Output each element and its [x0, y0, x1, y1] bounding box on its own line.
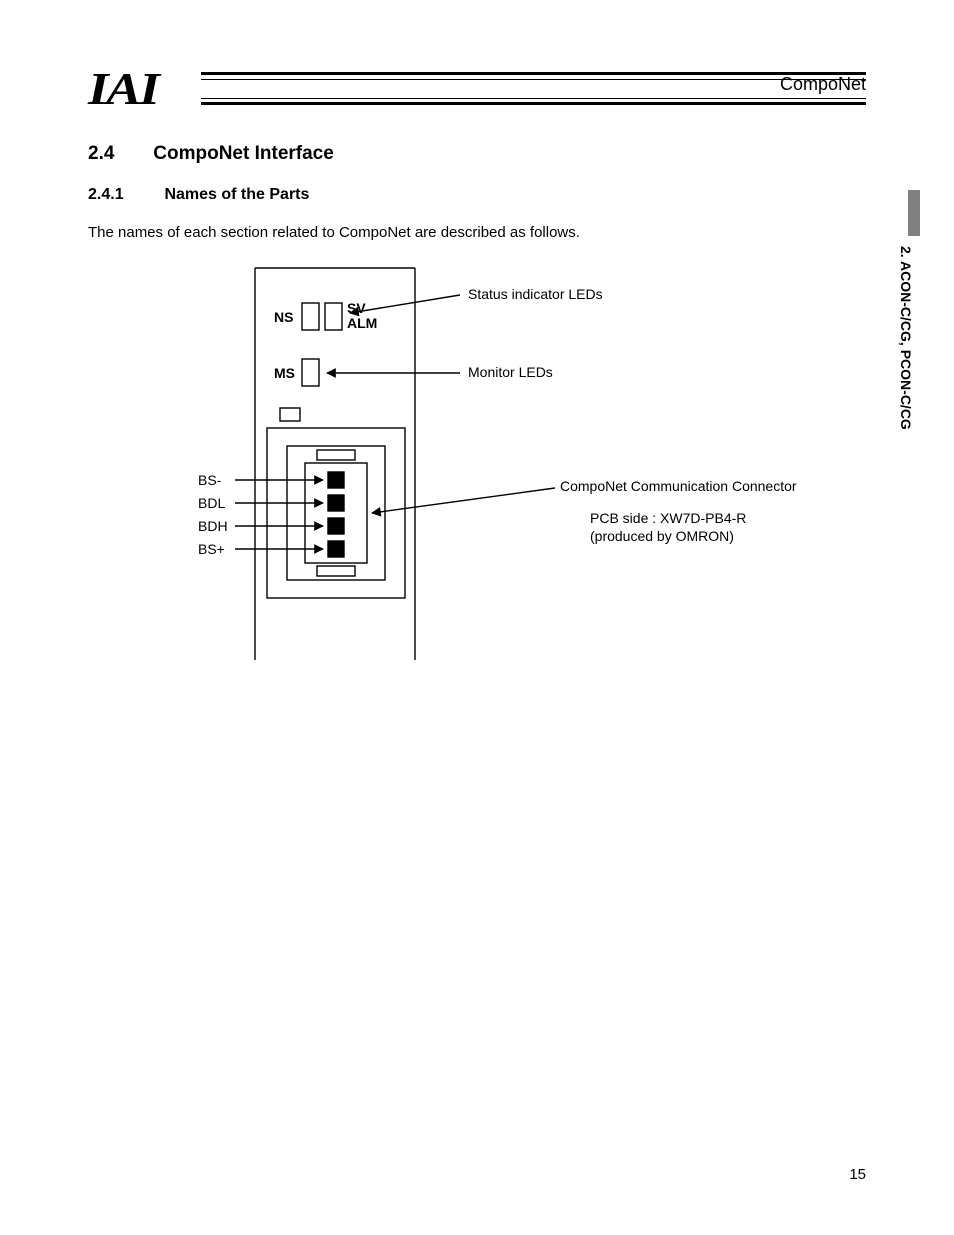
- label-bdh: BDH: [198, 518, 228, 534]
- label-ms: MS: [274, 365, 295, 381]
- parts-diagram: NS SV ALM MS BS- BDL BDH BS+ Status indi…: [180, 260, 810, 680]
- chapter-side-label: 2. ACON-C/CG, PCON-C/CG: [898, 246, 914, 430]
- subsection-heading: 2.4.1 Names of the Parts: [88, 186, 309, 204]
- section-number: 2.4: [88, 143, 148, 165]
- chapter-side-tab: 2. ACON-C/CG, PCON-C/CG: [896, 190, 920, 480]
- callout-status-leds: Status indicator LEDs: [468, 286, 603, 302]
- brand-logo: IAI: [88, 62, 158, 115]
- label-bs-minus: BS-: [198, 472, 221, 488]
- callout-connector-sub2: (produced by OMRON): [590, 528, 734, 544]
- label-ns: NS: [274, 309, 293, 325]
- label-alm: ALM: [347, 315, 377, 331]
- callout-connector-title: CompoNet Communication Connector: [560, 478, 797, 494]
- section-title: CompoNet Interface: [153, 143, 334, 164]
- label-sv: SV: [347, 300, 366, 316]
- page-number: 15: [849, 1166, 866, 1183]
- callout-connector-sub1: PCB side : XW7D-PB4-R: [590, 510, 746, 526]
- label-bdl: BDL: [198, 495, 225, 511]
- label-bs-plus: BS+: [198, 541, 225, 557]
- subsection-title: Names of the Parts: [164, 186, 309, 203]
- intro-paragraph: The names of each section related to Com…: [88, 224, 580, 241]
- section-heading: 2.4 CompoNet Interface: [88, 143, 334, 165]
- header-title: CompoNet: [780, 74, 866, 95]
- subsection-number: 2.4.1: [88, 186, 160, 204]
- callout-monitor-leds: Monitor LEDs: [468, 364, 553, 380]
